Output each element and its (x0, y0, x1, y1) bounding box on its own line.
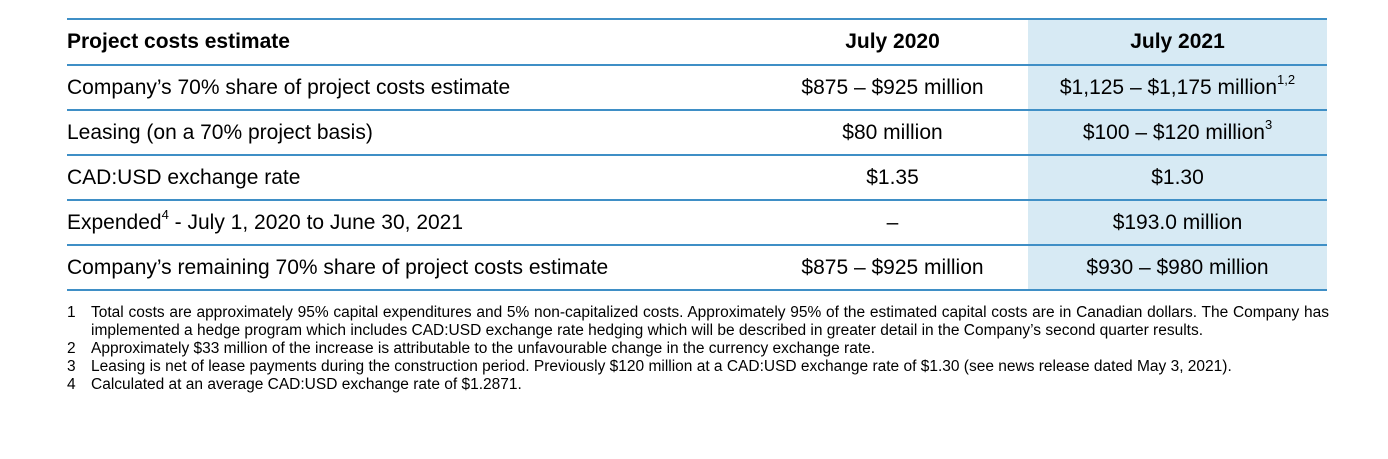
row-value-2020: $1.35 (757, 155, 1028, 201)
row-value-2021-text: $100 – $120 million (1082, 120, 1265, 144)
header-july-2020: July 2020 (757, 18, 1028, 66)
table-row: Leasing (on a 70% project basis) $80 mil… (67, 110, 1327, 156)
row-label-rest: - July 1, 2020 to June 30, 2021 (168, 210, 464, 234)
row-value-2021: $100 – $120 million3 (1028, 110, 1327, 156)
row-label: Expended4 - July 1, 2020 to June 30, 202… (67, 200, 757, 246)
table-row: CAD:USD exchange rate $1.35 $1.30 (67, 155, 1327, 201)
footnote-number: 2 (67, 340, 76, 357)
footnote-text: Approximately $33 million of the increas… (91, 340, 876, 357)
row-value-2020: – (757, 200, 1028, 246)
row-label-text: Leasing (on a 70% project basis) (67, 120, 373, 144)
row-value-2021: $1.30 (1028, 155, 1327, 201)
row-label-text: CAD:USD exchange rate (67, 165, 301, 189)
row-label-text: Expended (67, 210, 162, 234)
footnote-reference: 1,2 (1277, 71, 1296, 87)
row-value-2020: $80 million (757, 110, 1028, 156)
footnotes: 1 Total costs are approximately 95% capi… (67, 304, 1329, 394)
table-row: Company’s 70% share of project costs est… (67, 65, 1327, 111)
row-value-2020: $875 – $925 million (757, 65, 1028, 111)
row-label-text: Company’s 70% share of project costs est… (67, 75, 511, 99)
project-costs-table-wrapper: Project costs estimate July 2020 July 20… (67, 18, 1327, 291)
footnote-number: 4 (67, 376, 76, 393)
footnote-number: 3 (67, 358, 76, 375)
header-july-2021: July 2021 (1028, 18, 1327, 66)
footnote-reference: 4 (161, 206, 169, 222)
row-label: Leasing (on a 70% project basis) (67, 110, 757, 156)
footnote-text: Total costs are approximately 95% capita… (91, 304, 1329, 339)
footnote-number: 1 (67, 304, 76, 321)
footnote-item: 1 Total costs are approximately 95% capi… (67, 304, 1329, 340)
row-label: Company’s remaining 70% share of project… (67, 245, 757, 291)
row-label: Company’s 70% share of project costs est… (67, 65, 757, 111)
footnote-item: 4 Calculated at an average CAD:USD excha… (67, 376, 1329, 394)
row-label-text: Company’s remaining 70% share of project… (67, 255, 609, 279)
table-row: Company’s remaining 70% share of project… (67, 245, 1327, 291)
project-costs-table: Project costs estimate July 2020 July 20… (67, 18, 1327, 291)
row-value-2021-text: $1,125 – $1,175 million (1059, 75, 1278, 99)
table-header-row: Project costs estimate July 2020 July 20… (67, 18, 1327, 66)
footnote-reference: 3 (1264, 116, 1273, 132)
footnote-text: Leasing is net of lease payments during … (91, 358, 1232, 375)
header-label: Project costs estimate (67, 18, 757, 66)
footnote-text: Calculated at an average CAD:USD exchang… (91, 376, 522, 393)
footnote-item: 2 Approximately $33 million of the incre… (67, 340, 1329, 358)
row-label: CAD:USD exchange rate (67, 155, 757, 201)
footnote-item: 3 Leasing is net of lease payments durin… (67, 358, 1329, 376)
row-value-2021: $193.0 million (1028, 200, 1327, 246)
table-row: Expended4 - July 1, 2020 to June 30, 202… (67, 200, 1327, 246)
row-value-2021: $1,125 – $1,175 million1,2 (1028, 65, 1327, 111)
row-value-2020: $875 – $925 million (757, 245, 1028, 291)
row-value-2021: $930 – $980 million (1028, 245, 1327, 291)
